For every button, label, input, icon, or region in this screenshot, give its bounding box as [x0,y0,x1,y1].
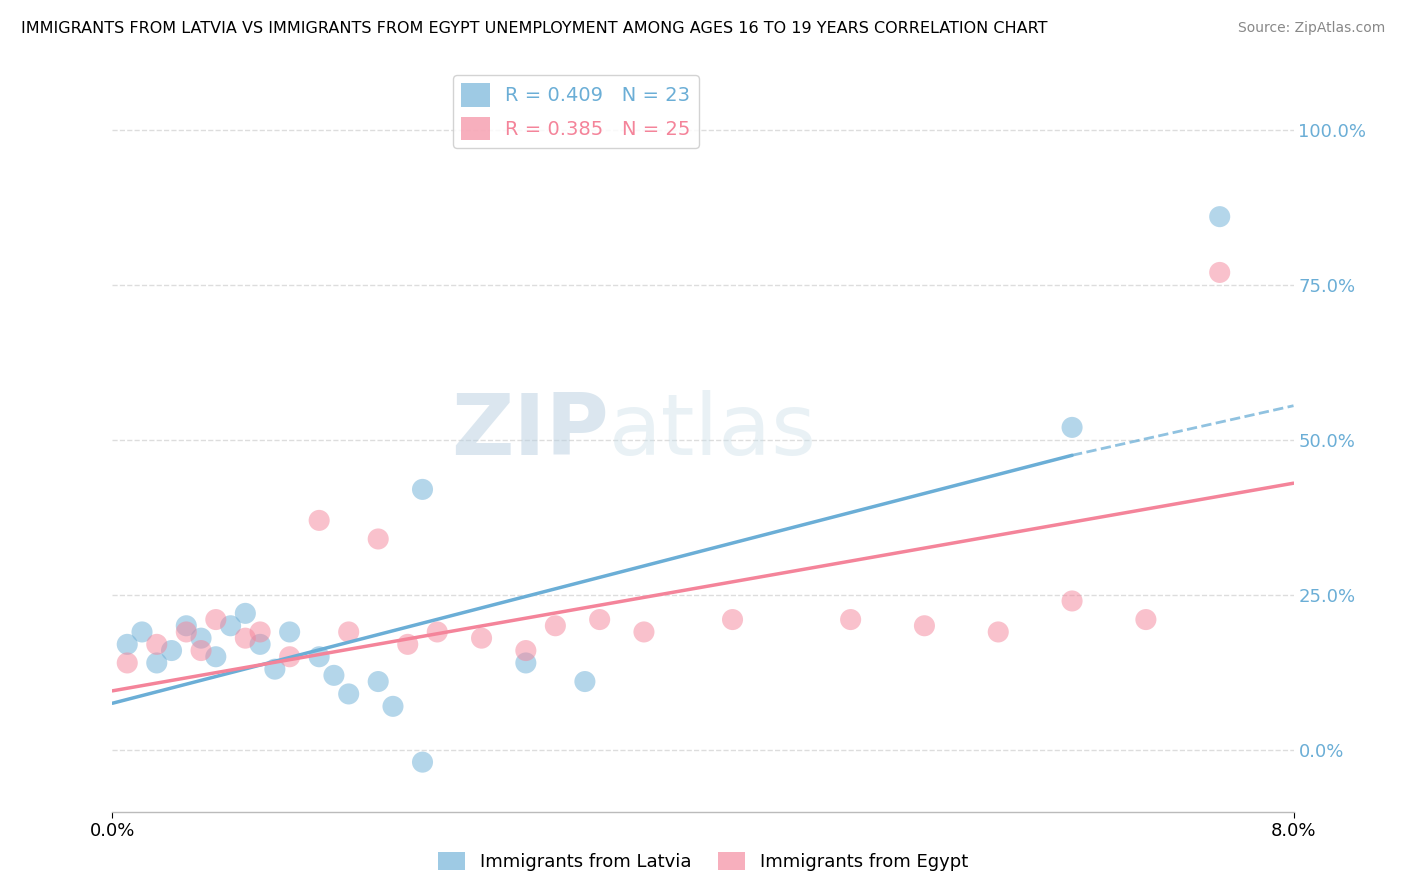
Point [1208,210,1232,224]
Point [174,624,197,639]
Point [839,613,862,627]
Point [308,649,330,664]
Text: IMMIGRANTS FROM LATVIA VS IMMIGRANTS FROM EGYPT UNEMPLOYMENT AMONG AGES 16 TO 19: IMMIGRANTS FROM LATVIA VS IMMIGRANTS FRO… [21,21,1047,36]
Point [190,631,212,645]
Point [367,674,389,689]
Point [278,624,301,639]
Point [174,619,197,633]
Point [233,607,256,621]
Point [412,755,434,769]
Point [396,637,419,651]
Text: atlas: atlas [609,390,817,473]
Point [515,656,537,670]
Point [633,624,655,639]
Point [987,624,1010,639]
Point [264,662,287,676]
Point [367,532,389,546]
Legend: Immigrants from Latvia, Immigrants from Egypt: Immigrants from Latvia, Immigrants from … [430,845,976,879]
Point [337,687,360,701]
Point [426,624,449,639]
Point [1208,265,1232,279]
Point [117,637,138,651]
Point [721,613,744,627]
Point [1062,594,1084,608]
Point [574,674,596,689]
Point [544,619,567,633]
Point [249,637,271,651]
Point [588,613,610,627]
Point [205,649,228,664]
Text: Source: ZipAtlas.com: Source: ZipAtlas.com [1237,21,1385,35]
Point [233,631,256,645]
Point [382,699,405,714]
Point [146,637,169,651]
Point [412,483,434,497]
Point [323,668,346,682]
Point [278,649,301,664]
Point [914,619,936,633]
Text: ZIP: ZIP [451,390,609,473]
Point [515,643,537,657]
Point [160,643,183,657]
Point [205,613,228,627]
Point [308,513,330,527]
Point [337,624,360,639]
Point [1135,613,1157,627]
Legend: R = 0.409   N = 23, R = 0.385   N = 25: R = 0.409 N = 23, R = 0.385 N = 25 [453,75,699,148]
Point [117,656,138,670]
Point [471,631,494,645]
Point [249,624,271,639]
Point [219,619,242,633]
Point [131,624,153,639]
Point [146,656,169,670]
Point [190,643,212,657]
Point [1062,420,1084,434]
